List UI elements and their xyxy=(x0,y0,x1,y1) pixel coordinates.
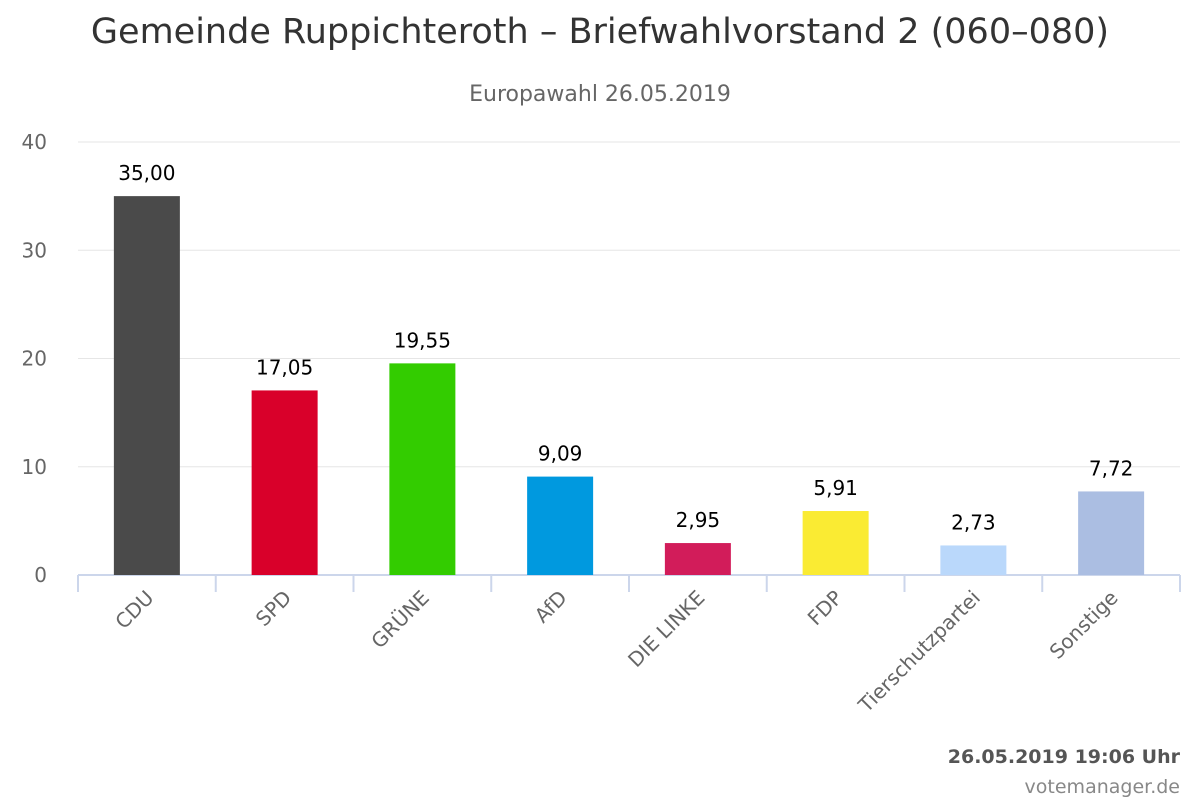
y-tick-label: 30 xyxy=(22,238,47,262)
data-label: 17,05 xyxy=(256,355,313,379)
bar xyxy=(1078,491,1145,575)
x-tick-label: CDU xyxy=(110,586,158,634)
x-tick-label: SPD xyxy=(251,586,296,631)
data-label: 35,00 xyxy=(118,161,175,185)
bar xyxy=(664,543,731,575)
y-tick-label: 10 xyxy=(22,455,47,479)
x-tick-label: GRÜNE xyxy=(366,586,434,654)
bar xyxy=(251,390,318,575)
bar xyxy=(802,511,869,575)
x-tick-label: Tierschutzpartei xyxy=(853,586,985,718)
bar xyxy=(527,476,594,575)
data-label: 2,95 xyxy=(676,508,721,532)
bar xyxy=(113,196,180,575)
y-tick-label: 0 xyxy=(34,563,47,587)
source-credit: votemanager.de xyxy=(1024,776,1180,798)
x-tick-label: FDP xyxy=(803,586,848,631)
data-label: 5,91 xyxy=(813,476,858,500)
x-tick-label: Sonstige xyxy=(1045,586,1123,664)
chart-title: Gemeinde Ruppichteroth – Briefwahlvorsta… xyxy=(90,12,1110,52)
chart-subtitle: Europawahl 26.05.2019 xyxy=(469,82,731,107)
bar xyxy=(940,545,1007,575)
data-label: 2,73 xyxy=(951,510,996,534)
x-tick-label: AfD xyxy=(530,586,572,628)
data-label: 9,09 xyxy=(538,442,583,466)
x-tick-label: DIE LINKE xyxy=(623,586,709,672)
bar xyxy=(389,363,456,575)
y-tick-label: 40 xyxy=(22,130,47,154)
timestamp-label: 26.05.2019 19:06 Uhr xyxy=(947,746,1180,768)
y-tick-label: 20 xyxy=(22,347,47,371)
data-label: 7,72 xyxy=(1089,456,1134,480)
data-label: 19,55 xyxy=(394,328,451,352)
